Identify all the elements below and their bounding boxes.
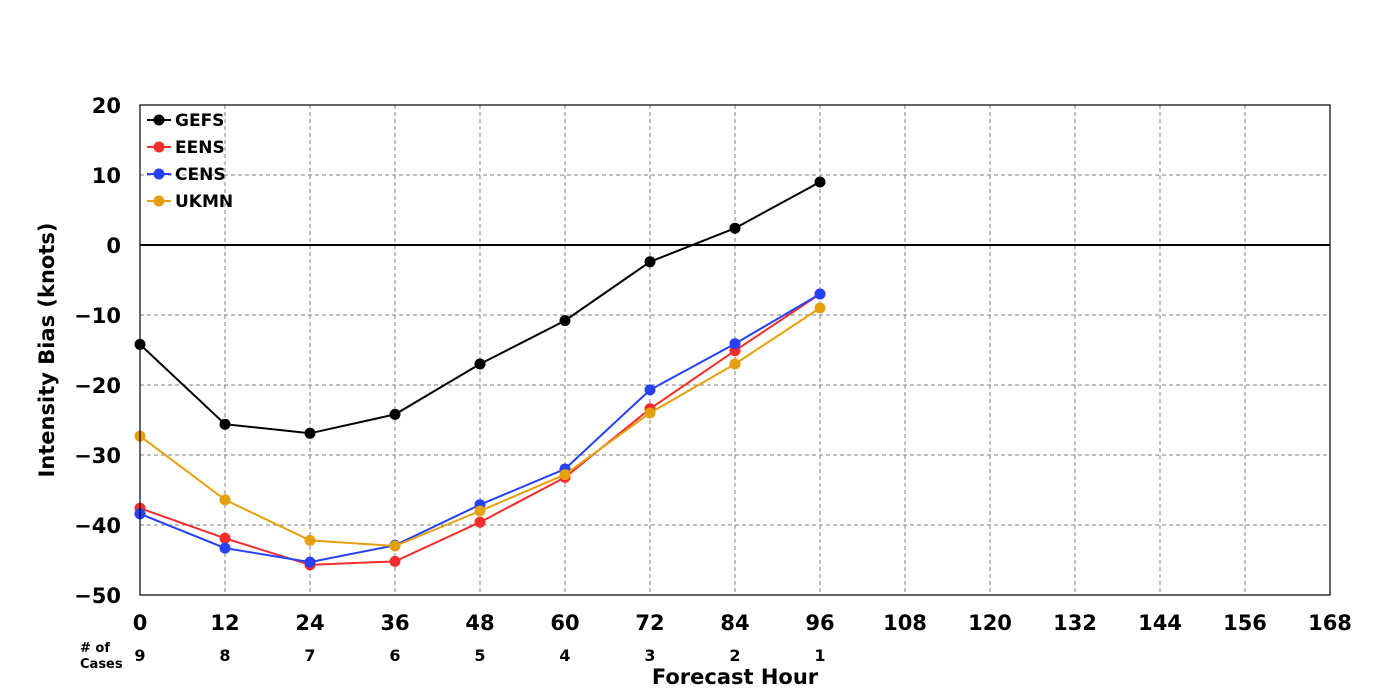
case-count: 6 — [389, 646, 400, 665]
case-count: 7 — [304, 646, 315, 665]
y-axis-title: Intensity Bias (knots) — [35, 223, 59, 478]
data-point-ukmn — [559, 469, 571, 481]
data-point-gefs — [219, 418, 231, 430]
cases-label-line1: # of — [80, 641, 110, 656]
data-point-gefs — [389, 408, 401, 420]
data-point-cens — [644, 384, 656, 396]
legend-label: GEFS — [175, 111, 224, 131]
legend-label: EENS — [175, 138, 225, 158]
x-axis-title: Forecast Hour — [652, 665, 819, 689]
data-point-cens — [219, 542, 231, 554]
x-tick-label: 132 — [1053, 611, 1097, 635]
data-point-gefs — [304, 427, 316, 439]
x-tick-label: 168 — [1308, 611, 1352, 635]
series-gefs — [134, 176, 826, 439]
x-tick-label: 36 — [380, 611, 409, 635]
y-tick-label: −10 — [74, 304, 121, 328]
data-point-gefs — [729, 222, 741, 234]
legend-item-cens: CENS — [147, 165, 226, 185]
legend-swatch-marker — [153, 195, 165, 207]
case-count: 9 — [134, 646, 145, 665]
case-count: 1 — [814, 646, 825, 665]
legend-swatch-marker — [153, 168, 165, 180]
legend-label: UKMN — [175, 192, 233, 212]
plot-frame — [139, 104, 1331, 596]
data-point-ukmn — [389, 540, 401, 552]
legend-item-eens: EENS — [147, 138, 225, 158]
x-tick-label: 120 — [968, 611, 1012, 635]
case-count: 2 — [729, 646, 740, 665]
data-point-ukmn — [304, 534, 316, 546]
legend-item-ukmn: UKMN — [147, 192, 233, 212]
series-cens — [134, 288, 826, 568]
case-count: 3 — [644, 646, 655, 665]
grid-lines — [140, 105, 1330, 595]
y-tick-label: −30 — [74, 444, 121, 468]
cases-row: # of Cases 9 8 7 6 5 4 3 2 1 — [80, 641, 826, 672]
legend-swatch-marker — [153, 114, 165, 126]
case-count: 8 — [219, 646, 230, 665]
x-tick-label: 156 — [1223, 611, 1267, 635]
x-tick-label: 24 — [295, 611, 324, 635]
data-point-ukmn — [814, 302, 826, 314]
data-point-cens — [814, 288, 826, 300]
data-point-eens — [474, 516, 486, 528]
data-point-ukmn — [729, 358, 741, 370]
x-tick-label: 144 — [1138, 611, 1182, 635]
data-point-cens — [304, 556, 316, 568]
data-point-eens — [389, 555, 401, 567]
legend-item-gefs: GEFS — [147, 111, 224, 131]
cases-label-line2: Cases — [80, 657, 123, 672]
y-tick-label: 0 — [106, 234, 121, 258]
x-tick-labels: 0 12 24 36 48 60 72 84 96 108 120 132 144 156 168 — [133, 611, 1352, 635]
data-point-gefs — [644, 256, 656, 268]
x-tick-label: 96 — [805, 611, 834, 635]
y-tick-label: −50 — [74, 584, 121, 608]
data-point-ukmn — [219, 494, 231, 506]
x-tick-label: 48 — [465, 611, 494, 635]
x-tick-label: 60 — [550, 611, 579, 635]
y-tick-labels: 20 10 0 −10 −20 −30 −40 −50 — [74, 94, 121, 608]
case-count: 5 — [474, 646, 485, 665]
y-tick-label: 20 — [92, 94, 121, 118]
data-point-gefs — [474, 358, 486, 370]
data-point-gefs — [559, 315, 571, 327]
data-point-eens — [219, 532, 231, 544]
data-point-ukmn — [644, 407, 656, 419]
y-tick-label: −20 — [74, 374, 121, 398]
legend: GEFS EENS CENS UKMN — [147, 111, 233, 212]
y-tick-label: −40 — [74, 514, 121, 538]
x-tick-label: 108 — [883, 611, 927, 635]
x-tick-label: 84 — [720, 611, 749, 635]
x-tick-label: 0 — [133, 611, 148, 635]
case-count: 4 — [559, 646, 570, 665]
x-tick-label: 12 — [210, 611, 239, 635]
legend-label: CENS — [175, 165, 226, 185]
legend-swatch-marker — [153, 141, 165, 153]
y-tick-label: 10 — [92, 164, 121, 188]
data-point-gefs — [814, 176, 826, 188]
x-tick-label: 72 — [635, 611, 664, 635]
data-point-ukmn — [474, 505, 486, 517]
data-point-cens — [729, 338, 741, 350]
series-ukmn — [134, 302, 826, 552]
series-group — [134, 176, 826, 571]
